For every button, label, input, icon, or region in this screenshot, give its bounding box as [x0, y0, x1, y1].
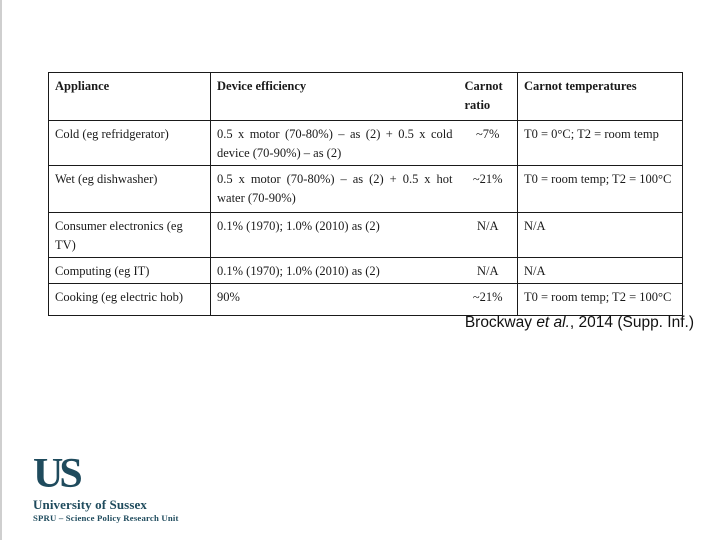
cell-carnot-ratio: ~21% — [458, 165, 518, 213]
column-header-device-efficiency: Device efficiency — [210, 72, 459, 121]
cell-carnot-ratio: ~7% — [458, 120, 518, 166]
cell-appliance: Wet (eg dishwasher) — [48, 165, 211, 213]
cell-appliance: Computing (eg IT) — [48, 257, 211, 284]
cell-appliance: Cooking (eg electric hob) — [48, 283, 211, 316]
table-row-cooking: Cooking (eg electric hob) 90% ~21% T0 = … — [48, 283, 683, 316]
column-header-carnot-temperatures: Carnot temperatures — [517, 72, 683, 121]
cell-appliance: Cold (eg refridgerator) — [48, 120, 211, 166]
cell-carnot-temperatures: T0 = 0°C; T2 = room temp — [517, 120, 683, 166]
cell-device-efficiency: 0.1% (1970); 1.0% (2010) as (2) — [210, 212, 459, 258]
citation-author: Brockway — [464, 314, 537, 331]
cell-carnot-temperatures: N/A — [517, 257, 683, 284]
cell-device-efficiency: 90% — [210, 283, 459, 316]
cell-carnot-temperatures: T0 = room temp; T2 = 100°C — [517, 165, 683, 213]
appliance-efficiency-table: Appliance Device efficiency Carnot ratio… — [48, 72, 683, 316]
column-header-carnot-ratio: Carnot ratio — [458, 72, 518, 121]
cell-carnot-temperatures: T0 = room temp; T2 = 100°C — [517, 283, 683, 316]
citation-year-source: , 2014 (Supp. Inf.) — [569, 314, 694, 331]
cell-carnot-temperatures: N/A — [517, 212, 683, 258]
cell-device-efficiency: 0.5 x motor (70-80%) – as (2) + 0.5 x ho… — [210, 165, 459, 213]
table-row-cold: Cold (eg refridgerator) 0.5 x motor (70-… — [48, 120, 683, 166]
table-header-row: Appliance Device efficiency Carnot ratio… — [48, 72, 683, 121]
cell-carnot-ratio: ~21% — [458, 283, 518, 316]
cell-carnot-ratio: N/A — [458, 212, 518, 258]
cell-carnot-ratio: N/A — [458, 257, 518, 284]
left-edge-strip — [0, 0, 2, 540]
university-of-sussex-logo: US University of Sussex SPRU – Science P… — [33, 453, 179, 523]
table-row-consumer-electronics: Consumer electronics (eg TV) 0.1% (1970)… — [48, 212, 683, 258]
cell-appliance: Consumer electronics (eg TV) — [48, 212, 211, 258]
table-row-wet: Wet (eg dishwasher) 0.5 x motor (70-80%)… — [48, 165, 683, 213]
column-header-appliance: Appliance — [48, 72, 211, 121]
logo-university-name: University of Sussex — [33, 497, 147, 512]
table-row-computing: Computing (eg IT) 0.1% (1970); 1.0% (201… — [48, 257, 683, 284]
us-monogram-icon: US — [33, 451, 83, 497]
citation-et-al: et al. — [536, 314, 570, 331]
cell-device-efficiency: 0.5 x motor (70-80%) – as (2) + 0.5 x co… — [210, 120, 459, 166]
logo-spru-unit-name: SPRU – Science Policy Research Unit — [33, 513, 179, 523]
cell-device-efficiency: 0.1% (1970); 1.0% (2010) as (2) — [210, 257, 459, 284]
citation: Brockway et al., 2014 (Supp. Inf.) — [465, 314, 694, 332]
